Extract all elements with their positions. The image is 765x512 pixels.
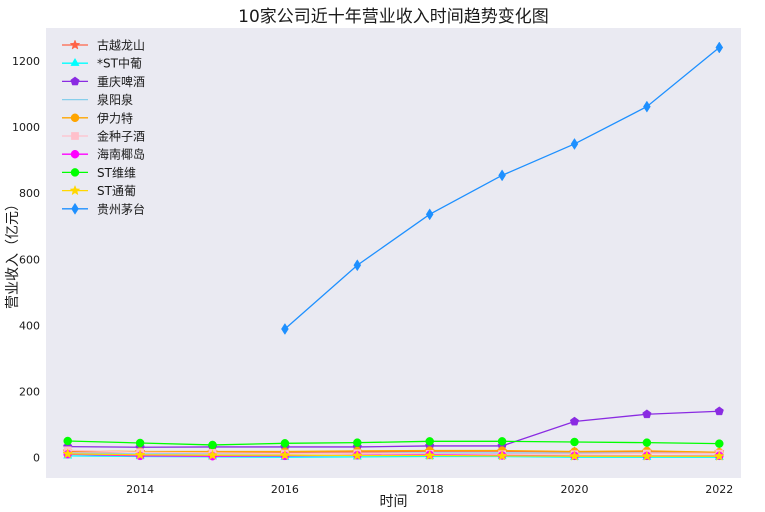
y-tick-label: 400 <box>19 319 40 332</box>
data-point <box>570 437 579 447</box>
data-point <box>569 416 580 426</box>
data-point <box>353 259 362 272</box>
legend-item: *ST中葡 <box>62 56 142 71</box>
legend-item: 重庆啤酒 <box>62 74 145 89</box>
legend-marker <box>69 39 81 50</box>
data-point <box>715 439 724 448</box>
legend-label: 古越龙山 <box>97 38 145 53</box>
y-tick-label: 0 <box>33 452 40 465</box>
legend-marker <box>71 132 79 140</box>
legend-marker <box>71 202 79 215</box>
legend-item: 古越龙山 <box>62 38 145 53</box>
data-point <box>498 169 506 182</box>
y-tick-label: 600 <box>19 253 40 266</box>
legend-item: 泉阳泉 <box>62 93 133 107</box>
series-8 <box>62 448 725 461</box>
series-line <box>67 453 720 457</box>
legend-marker <box>70 76 80 86</box>
data-point <box>713 450 725 461</box>
data-point <box>62 448 74 459</box>
x-tick-label: 2020 <box>560 483 588 496</box>
data-point <box>570 138 579 150</box>
y-tick-label: 200 <box>19 385 40 398</box>
series-line <box>67 455 720 458</box>
data-point <box>714 406 724 416</box>
legend-marker <box>70 113 80 123</box>
data-point <box>715 41 724 54</box>
x-tick-label: 2022 <box>705 483 733 496</box>
legend-item: 伊力特 <box>62 110 133 125</box>
data-point <box>281 323 289 335</box>
data-point <box>641 450 653 461</box>
x-tick-label: 2014 <box>126 483 154 496</box>
legend-label: 贵州茅台 <box>97 201 145 216</box>
plot-area <box>46 28 741 478</box>
legend-item: 海南椰岛 <box>62 147 145 162</box>
data-point <box>642 438 652 447</box>
y-tick-label: 1000 <box>12 121 40 134</box>
series-line <box>67 410 720 448</box>
series-line <box>67 449 720 455</box>
y-tick-label: 800 <box>19 187 40 200</box>
data-point <box>135 438 145 448</box>
data-point <box>63 436 72 446</box>
x-tick-label: 2016 <box>271 483 299 496</box>
data-point <box>569 450 580 461</box>
x-tick-label: 2018 <box>416 483 444 496</box>
data-point <box>642 409 652 419</box>
data-point <box>207 449 218 460</box>
series-lines <box>62 41 725 461</box>
data-point <box>279 449 291 460</box>
y-tick-label: 1200 <box>12 55 40 68</box>
x-axis-ticks: 2014 2016 2018 2020 2022 <box>126 483 733 496</box>
data-point <box>280 439 290 448</box>
series-7 <box>63 436 724 450</box>
data-point <box>424 449 436 461</box>
x-axis-label: 时间 <box>380 494 408 510</box>
data-point <box>643 100 651 113</box>
legend-item: ST维维 <box>62 166 136 180</box>
legend-label: 伊力特 <box>97 110 133 125</box>
y-axis-ticks: 0 200 400 600 800 1000 1200 <box>12 55 40 464</box>
legend-label: 金种子酒 <box>97 129 145 144</box>
legend-item: 金种子酒 <box>62 129 145 144</box>
data-point <box>425 437 434 446</box>
legend-item: ST通葡 <box>62 184 136 198</box>
legend-marker <box>70 57 80 66</box>
legend-label: 海南椰岛 <box>97 147 145 162</box>
y-axis-label: 营业收入（亿元） <box>5 197 21 309</box>
legend-label: 泉阳泉 <box>97 93 133 107</box>
data-point <box>208 440 217 450</box>
data-point <box>497 437 507 446</box>
data-point <box>353 438 362 447</box>
series-9 <box>281 41 724 335</box>
series-line <box>67 440 720 446</box>
data-point <box>496 450 508 461</box>
chart-title: 10家公司近十年营业收入时间趋势变化图 <box>238 7 549 27</box>
data-point <box>351 449 363 461</box>
legend-item: 贵州茅台 <box>62 201 145 216</box>
legend-marker <box>69 184 81 196</box>
series-line <box>67 449 720 453</box>
legend-marker <box>70 168 80 177</box>
legend-marker <box>70 149 80 159</box>
legend-label: *ST中葡 <box>97 56 142 71</box>
legend-label: ST通葡 <box>97 184 136 198</box>
legend-label: ST维维 <box>97 166 136 180</box>
data-point <box>134 449 146 460</box>
legend-label: 重庆啤酒 <box>97 74 145 89</box>
data-point <box>425 208 434 221</box>
